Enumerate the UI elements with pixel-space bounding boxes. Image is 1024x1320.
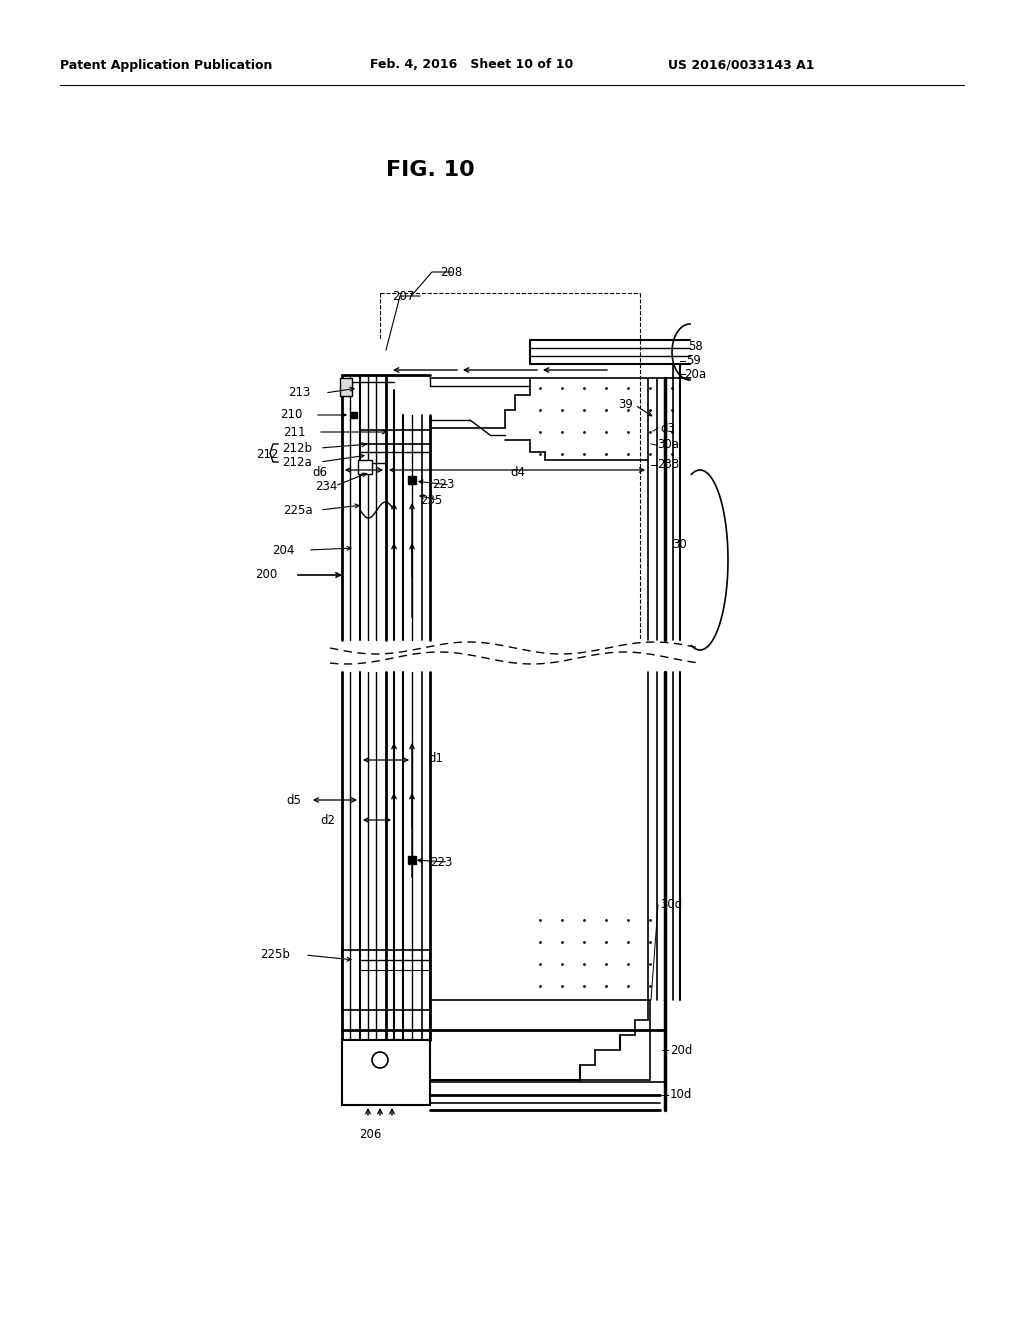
- Text: 30d: 30d: [660, 899, 682, 912]
- Text: 235: 235: [420, 494, 442, 507]
- Text: 233: 233: [657, 458, 679, 471]
- Text: 58: 58: [688, 341, 702, 354]
- Bar: [340, 378, 352, 396]
- Bar: [342, 950, 430, 1010]
- Text: 20a: 20a: [684, 367, 707, 380]
- Text: 204: 204: [272, 544, 294, 557]
- Text: d1: d1: [428, 751, 443, 764]
- Text: d5: d5: [286, 793, 301, 807]
- Text: 212: 212: [256, 449, 279, 462]
- Text: 213: 213: [288, 387, 310, 400]
- Text: 225b: 225b: [260, 949, 290, 961]
- Text: d6: d6: [312, 466, 327, 479]
- Text: FIG. 10: FIG. 10: [386, 160, 474, 180]
- Text: 39: 39: [618, 399, 633, 412]
- Text: 211: 211: [283, 425, 305, 438]
- Text: 225a: 225a: [283, 503, 312, 516]
- Text: d4: d4: [510, 466, 525, 479]
- Text: 206: 206: [358, 1129, 381, 1142]
- Text: 223: 223: [430, 855, 453, 869]
- Text: 234: 234: [315, 479, 337, 492]
- Text: 210: 210: [280, 408, 302, 421]
- Text: 208: 208: [440, 265, 462, 279]
- Text: 20d: 20d: [670, 1044, 692, 1056]
- Text: 200: 200: [255, 569, 278, 582]
- Bar: [430, 1001, 650, 1080]
- Bar: [358, 459, 372, 474]
- Text: Feb. 4, 2016   Sheet 10 of 10: Feb. 4, 2016 Sheet 10 of 10: [370, 58, 573, 71]
- Text: d3: d3: [660, 421, 675, 434]
- Text: 30: 30: [672, 539, 687, 552]
- Text: d2: d2: [319, 813, 335, 826]
- Text: US 2016/0033143 A1: US 2016/0033143 A1: [668, 58, 814, 71]
- Bar: [342, 1040, 430, 1105]
- Text: 10d: 10d: [670, 1089, 692, 1101]
- Text: 223: 223: [432, 479, 455, 491]
- Text: 59: 59: [686, 354, 700, 367]
- Text: 212b: 212b: [282, 441, 312, 454]
- Text: 212a: 212a: [282, 455, 311, 469]
- Text: Patent Application Publication: Patent Application Publication: [60, 58, 272, 71]
- Text: 30a: 30a: [657, 438, 679, 451]
- Text: 207: 207: [392, 289, 415, 302]
